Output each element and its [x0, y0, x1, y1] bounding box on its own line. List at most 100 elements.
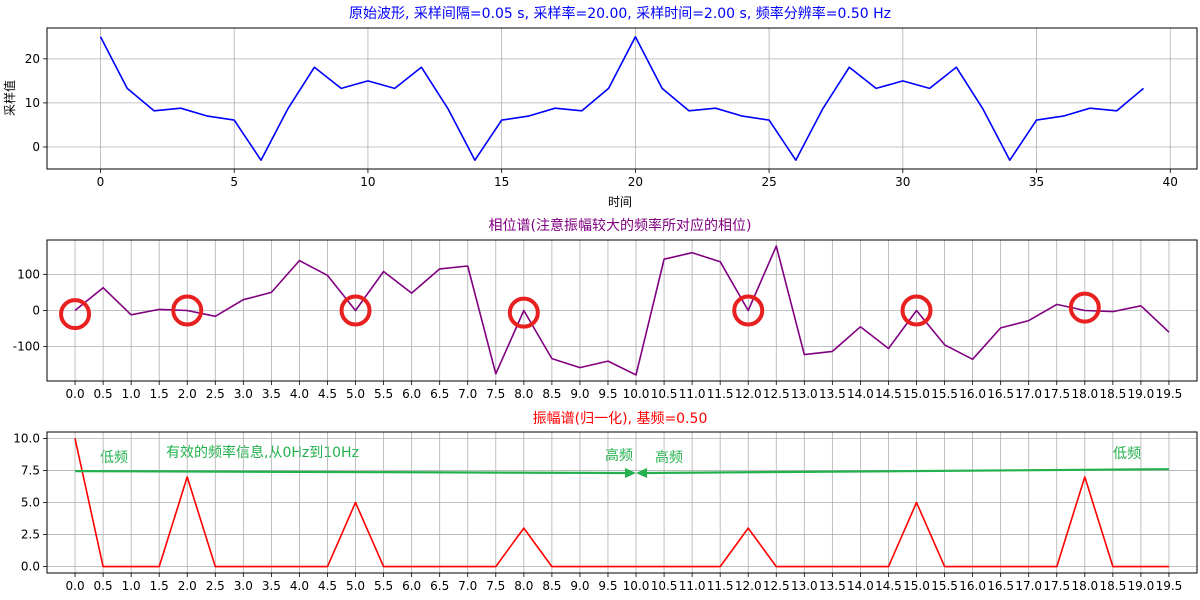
amplitude-spectrum-x-tick-label: 14.5 — [875, 579, 902, 593]
arrow-high-to-low-head — [636, 468, 648, 479]
phase-spectrum-x-tick-label: 12.5 — [763, 387, 790, 401]
amplitude-spectrum-x-tick-label: 12.0 — [735, 579, 762, 593]
annotation-effective-range-note: 有效的频率信息,从0Hz到10Hz — [166, 444, 359, 461]
phase-spectrum-x-tick-label: 15.5 — [931, 387, 958, 401]
phase-spectrum-x-tick-label: 0.5 — [94, 387, 113, 401]
phase-spectrum-x-tick-label: 1.5 — [150, 387, 169, 401]
amplitude-spectrum-x-tick-label: 1.5 — [150, 579, 169, 593]
phase-spectrum-y-tick-label: 100 — [17, 267, 40, 281]
waveform-x-tick-label: 5 — [230, 175, 238, 189]
arrow-low-to-high-head — [625, 468, 637, 479]
amplitude-spectrum-x-tick-label: 3.5 — [262, 579, 281, 593]
waveform-series-line — [99, 35, 1145, 161]
phase-spectrum-x-tick-label: 14.5 — [875, 387, 902, 401]
waveform-y-tick-label: 10 — [25, 96, 40, 110]
waveform-panel: 原始波形, 采样间隔=0.05 s, 采样率=20.00, 采样时间=2.00 … — [2, 5, 1198, 209]
waveform-x-tick-label: 40 — [1163, 175, 1178, 189]
amplitude-spectrum-x-tick-label: 19.0 — [1128, 579, 1155, 593]
phase-spectrum-x-tick-label: 0.0 — [66, 387, 85, 401]
phase-spectrum-panel: 相位谱(注意振幅较大的频率所对应的相位) 0.0 0.5 1.0 1.5 2.0 2.5 3… — [13, 217, 1198, 401]
annotation-low-frequency-left: 低频 — [100, 450, 128, 466]
waveform-title: 原始波形, 采样间隔=0.05 s, 采样率=20.00, 采样时间=2.00 … — [349, 5, 891, 22]
amplitude-spectrum-axes-frame — [46, 431, 1198, 574]
phase-spectrum-x-tick-label: 12.0 — [735, 387, 762, 401]
phase-spectrum-x-tick-label: 2.5 — [206, 387, 225, 401]
amplitude-spectrum-panel: 振幅谱(归一化), 基频=0.50 低频 有效的频率信息,从0Hz到10Hz 高… — [13, 410, 1198, 593]
phase-spectrum-x-tick-label: 15.0 — [903, 387, 930, 401]
amplitude-spectrum-x-tick-label: 10.5 — [651, 579, 678, 593]
phase-spectrum-highlight-circle — [59, 298, 92, 331]
amplitude-spectrum-y-tick-label: 10.0 — [13, 431, 40, 445]
phase-spectrum-x-tick-label: 6.0 — [402, 387, 421, 401]
phase-spectrum-axes-frame — [46, 239, 1198, 382]
phase-spectrum-x-tick-label: 16.5 — [987, 387, 1014, 401]
phase-spectrum-x-tick-label: 8.5 — [542, 387, 561, 401]
amplitude-spectrum-x-tick-label: 14.0 — [847, 579, 874, 593]
amplitude-spectrum-x-tick-label: 3.0 — [234, 579, 253, 593]
phase-spectrum-highlight-circle — [339, 294, 372, 327]
phase-spectrum-x-tick-label: 11.5 — [707, 387, 734, 401]
amplitude-spectrum-title: 振幅谱(归一化), 基频=0.50 — [533, 410, 708, 427]
phase-spectrum-x-tick-label: 7.0 — [458, 387, 477, 401]
phase-spectrum-y-tick-label: 0 — [32, 304, 40, 318]
waveform-x-tick-label: 0 — [97, 175, 105, 189]
phase-spectrum-x-tick-label: 4.0 — [290, 387, 309, 401]
amplitude-spectrum-x-tick-label: 18.5 — [1099, 579, 1126, 593]
waveform-y-tick-label: 20 — [25, 52, 40, 66]
phase-spectrum-highlight-circle — [732, 294, 765, 327]
waveform-x-tick-label: 35 — [1029, 175, 1044, 189]
amplitude-spectrum-x-tick-label: 6.5 — [430, 579, 449, 593]
phase-spectrum-x-tick-label: 14.0 — [847, 387, 874, 401]
amplitude-spectrum-x-tick-label: 16.0 — [959, 579, 986, 593]
amplitude-spectrum-x-tick-label: 15.0 — [903, 579, 930, 593]
phase-spectrum-x-tick-label: 9.0 — [570, 387, 589, 401]
amplitude-spectrum-x-tick-label: 0.5 — [94, 579, 113, 593]
phase-spectrum-x-tick-label: 5.5 — [374, 387, 393, 401]
amplitude-spectrum-x-tick-label: 17.5 — [1043, 579, 1070, 593]
amplitude-spectrum-x-tick-label: 13.0 — [791, 579, 818, 593]
phase-spectrum-highlight-circle — [507, 296, 540, 329]
phase-spectrum-title: 相位谱(注意振幅较大的频率所对应的相位) — [489, 217, 752, 234]
amplitude-spectrum-x-tick-label: 12.5 — [763, 579, 790, 593]
waveform-y-axis-label: 采样值 — [2, 80, 17, 116]
amplitude-spectrum-x-tick-label: 6.0 — [402, 579, 421, 593]
phase-spectrum-x-tick-label: 2.0 — [178, 387, 197, 401]
waveform-grid — [47, 28, 1197, 169]
amplitude-spectrum-x-tick-label: 11.0 — [679, 579, 706, 593]
amplitude-spectrum-x-tick-label: 2.0 — [178, 579, 197, 593]
phase-spectrum-y-tick-label: -100 — [13, 340, 40, 354]
amplitude-spectrum-x-tick-label: 8.0 — [514, 579, 533, 593]
arrow-low-to-high-shaft — [75, 469, 628, 475]
phase-spectrum-x-tick-label: 3.5 — [262, 387, 281, 401]
amplitude-spectrum-x-tick-label: 13.5 — [819, 579, 846, 593]
amplitude-spectrum-x-tick-label: 16.5 — [987, 579, 1014, 593]
amplitude-spectrum-x-tick-label: 8.5 — [542, 579, 561, 593]
amplitude-spectrum-series-line — [74, 438, 1169, 568]
phase-spectrum-x-tick-label: 7.5 — [486, 387, 505, 401]
phase-spectrum-x-tick-label: 10.0 — [623, 387, 650, 401]
amplitude-spectrum-x-tick-label: 18.0 — [1071, 579, 1098, 593]
phase-spectrum-highlight-circle — [900, 294, 933, 327]
waveform-x-tick-label: 10 — [360, 175, 375, 189]
amplitude-spectrum-x-tick-label: 5.5 — [374, 579, 393, 593]
phase-spectrum-x-tick-label: 11.0 — [679, 387, 706, 401]
waveform-x-tick-label: 30 — [895, 175, 910, 189]
phase-spectrum-x-tick-label: 10.5 — [651, 387, 678, 401]
amplitude-spectrum-x-tick-label: 10.0 — [623, 579, 650, 593]
amplitude-spectrum-x-tick-label: 0.0 — [66, 579, 85, 593]
amplitude-spectrum-y-tick-label: 7.5 — [21, 463, 40, 477]
amplitude-spectrum-x-tick-label: 9.0 — [570, 579, 589, 593]
phase-spectrum-highlight-circle — [1068, 291, 1101, 324]
amplitude-spectrum-y-tick-label: 0.0 — [21, 560, 40, 574]
amplitude-spectrum-y-tick-label: 5.0 — [21, 496, 40, 510]
amplitude-spectrum-x-tick-label: 19.5 — [1156, 579, 1183, 593]
phase-spectrum-x-tick-label: 13.5 — [819, 387, 846, 401]
amplitude-spectrum-y-tick-label: 2.5 — [21, 528, 40, 542]
waveform-axes-frame — [46, 27, 1198, 170]
amplitude-spectrum-x-tick-label: 11.5 — [707, 579, 734, 593]
phase-spectrum-x-tick-label: 3.0 — [234, 387, 253, 401]
phase-spectrum-x-tick-label: 4.5 — [318, 387, 337, 401]
phase-spectrum-x-tick-label: 19.5 — [1156, 387, 1183, 401]
amplitude-spectrum-grid — [47, 432, 1197, 573]
